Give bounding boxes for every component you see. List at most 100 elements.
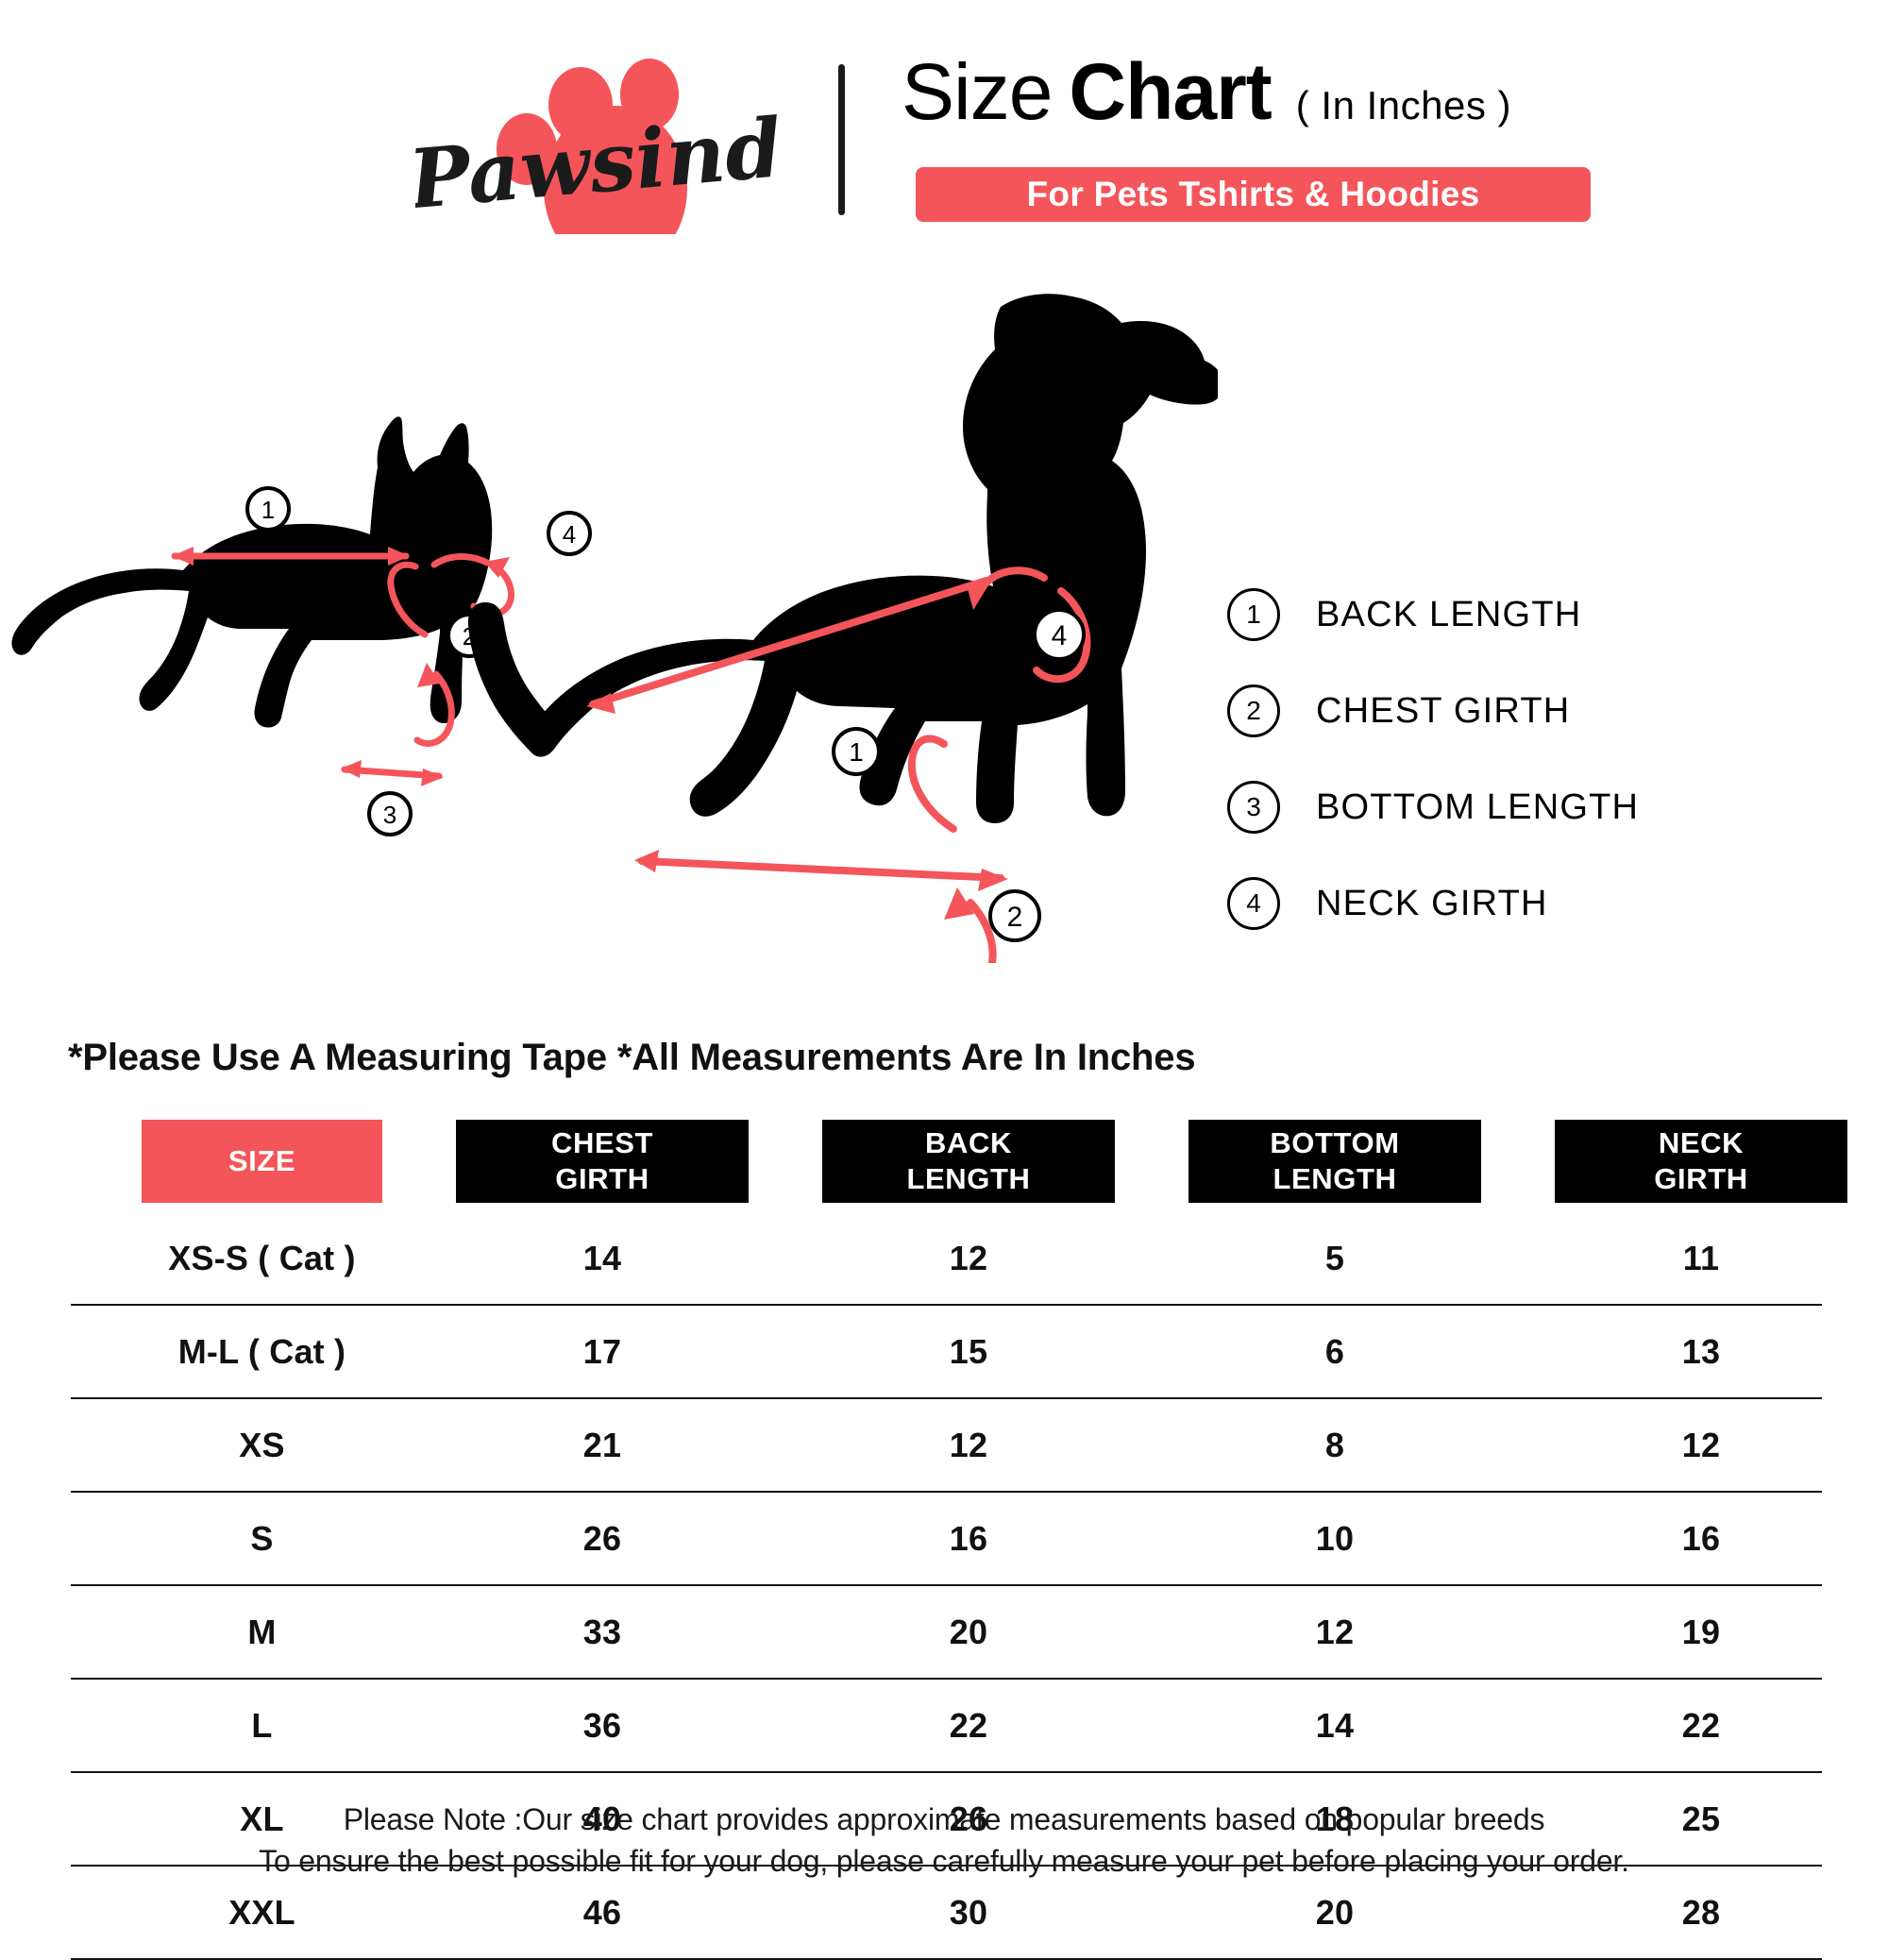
cell-neck-girth: 16 xyxy=(1681,1518,1721,1558)
paw-logo-icon: Pawsindia xyxy=(415,59,784,234)
dog-silhouette xyxy=(467,294,1224,824)
cell-bottom-length: 18 xyxy=(1315,1799,1355,1838)
svg-text:4: 4 xyxy=(1052,620,1068,651)
svg-text:1: 1 xyxy=(261,496,275,524)
cat-silhouette xyxy=(11,416,493,728)
cat-marker-3: 3 xyxy=(367,791,413,836)
column-header-size-line1: SIZE xyxy=(228,1144,296,1178)
cell-neck-girth: 28 xyxy=(1681,1892,1721,1932)
cell-back-length: 12 xyxy=(949,1425,988,1464)
cell-neck-girth: 25 xyxy=(1681,1799,1721,1838)
cell-bottom-length: 6 xyxy=(1324,1331,1345,1371)
legend-label: BOTTOM LENGTH xyxy=(1316,786,1640,827)
column-header-chest-girth: CHEST GIRTH xyxy=(456,1120,749,1203)
cell-size: XS xyxy=(239,1425,285,1464)
cell-chest-girth: 17 xyxy=(582,1331,622,1371)
cell-neck-girth: 12 xyxy=(1681,1425,1721,1464)
page-header: Pawsindia Pawsindia Size Chart ( In Inch… xyxy=(0,0,1888,264)
column-header-chest-line1: CHEST xyxy=(550,1126,654,1160)
svg-text:3: 3 xyxy=(383,801,396,829)
column-header-size: SIZE xyxy=(142,1120,382,1203)
cell-size: S xyxy=(250,1518,274,1558)
header-gap xyxy=(1481,1114,1555,1208)
legend-item-bottom-length: 3 BOTTOM LENGTH xyxy=(1227,759,1831,855)
cat-chest-arrowhead xyxy=(417,663,440,687)
cell-back-length: 20 xyxy=(949,1612,988,1651)
table-row: S 26 16 10 16 xyxy=(71,1493,1822,1586)
cell-size: XS-S ( Cat ) xyxy=(168,1238,356,1277)
header-gap xyxy=(382,1114,456,1208)
header-gap xyxy=(1115,1114,1188,1208)
cell-chest-girth: 26 xyxy=(582,1518,622,1558)
cat-marker-1: 1 xyxy=(245,486,291,532)
column-header-back-length: BACK LENGTH xyxy=(822,1120,1115,1203)
cell-back-length: 16 xyxy=(949,1518,988,1558)
legend-item-back-length: 1 BACK LENGTH xyxy=(1227,566,1831,663)
size-chart-table: SIZE CHEST GIRTH BACK LENGTH BOTTOM LENGTH … xyxy=(71,1114,1847,1960)
cell-size: L xyxy=(251,1705,273,1745)
cell-neck-girth: 19 xyxy=(1681,1612,1721,1651)
title-block: Size Chart ( In Inches ) For Pets Tshirt… xyxy=(902,52,1808,241)
svg-text:1: 1 xyxy=(849,737,864,767)
dog-arrow-bottom-length xyxy=(634,850,1008,891)
cell-chest-girth: 36 xyxy=(582,1705,622,1745)
column-header-neck-line2: GIRTH xyxy=(1654,1162,1748,1195)
legend-label: BACK LENGTH xyxy=(1316,594,1582,634)
pet-measurement-diagram: 1 2 3 4 xyxy=(11,294,1224,1035)
page-title: Size Chart ( In Inches ) xyxy=(902,52,1808,156)
cell-back-length: 22 xyxy=(949,1705,988,1745)
subtitle-text: For Pets Tshirts & Hoodies xyxy=(1026,175,1480,213)
column-header-bottom-length: BOTTOM LENGTH xyxy=(1188,1120,1481,1203)
cell-neck-girth: 13 xyxy=(1681,1331,1721,1371)
dog-marker-4: 4 xyxy=(1033,608,1086,661)
cell-chest-girth: 14 xyxy=(582,1238,622,1277)
pawsindia-logo: Pawsindia Pawsindia xyxy=(415,45,784,234)
legend-number-icon: 4 xyxy=(1227,877,1280,930)
svg-text:2: 2 xyxy=(1007,902,1023,933)
cat-neck-arrowhead xyxy=(484,557,510,578)
table-row: XS-S ( Cat ) 14 12 5 11 xyxy=(71,1212,1822,1306)
column-header-neck-line1: NECK xyxy=(1658,1126,1745,1160)
cell-size: XXL xyxy=(228,1892,295,1932)
legend-item-neck-girth: 4 NECK GIRTH xyxy=(1227,855,1831,952)
table-header-row: SIZE CHEST GIRTH BACK LENGTH BOTTOM LENGTH … xyxy=(71,1114,1847,1208)
footer-line-2: To ensure the best possible fit for your… xyxy=(259,1844,1629,1879)
legend-label: NECK GIRTH xyxy=(1316,883,1548,923)
dog-chest-arrowhead xyxy=(944,887,974,920)
title-word-chart: Chart xyxy=(1069,47,1272,136)
cat-arrow-back-length xyxy=(171,547,410,566)
title-units: ( In Inches ) xyxy=(1295,83,1512,127)
cat-arrow-bottom-length xyxy=(341,760,444,786)
title-word-size: Size xyxy=(902,47,1053,136)
table-row: XL 40 26 18 25 xyxy=(71,1773,1822,1867)
column-header-bottom-line1: BOTTOM xyxy=(1270,1126,1400,1160)
measurement-illustrations: 1 2 3 4 xyxy=(0,274,1224,1035)
cell-chest-girth: 33 xyxy=(582,1612,622,1651)
footer-line-1: Please Note :Our size chart provides app… xyxy=(343,1802,1545,1836)
cell-neck-girth: 11 xyxy=(1682,1238,1720,1277)
cell-size: M xyxy=(247,1612,277,1651)
dog-marker-1: 1 xyxy=(832,727,881,776)
header-divider xyxy=(838,64,845,215)
cell-size: M-L ( Cat ) xyxy=(177,1331,346,1371)
cell-bottom-length: 10 xyxy=(1315,1518,1355,1558)
cell-bottom-length: 14 xyxy=(1315,1705,1355,1745)
cell-bottom-length: 8 xyxy=(1324,1425,1345,1464)
cell-size: XL xyxy=(240,1799,284,1838)
measuring-tape-note: *Please Use A Measuring Tape *All Measur… xyxy=(68,1037,1196,1078)
cell-back-length: 15 xyxy=(949,1331,988,1371)
cell-chest-girth: 21 xyxy=(582,1425,622,1464)
legend-item-chest-girth: 2 CHEST GIRTH xyxy=(1227,663,1831,759)
header-gap xyxy=(749,1114,822,1208)
legend-number-icon: 2 xyxy=(1227,684,1280,737)
svg-text:4: 4 xyxy=(563,520,576,549)
dog-loop-neck-girth xyxy=(982,566,1091,684)
table-row: M-L ( Cat ) 17 15 6 13 xyxy=(71,1306,1822,1399)
measurement-legend: 1 BACK LENGTH 2 CHEST GIRTH 3 BOTTOM LEN… xyxy=(1227,566,1831,952)
subtitle-banner: For Pets Tshirts & Hoodies xyxy=(916,167,1591,222)
column-header-back-line2: LENGTH xyxy=(906,1162,1031,1195)
table-row: M 33 20 12 19 xyxy=(71,1586,1822,1680)
column-header-neck-girth: NECK GIRTH xyxy=(1555,1120,1847,1203)
column-header-back-line1: BACK xyxy=(925,1126,1012,1160)
table-row: XS 21 12 8 12 xyxy=(71,1399,1822,1493)
